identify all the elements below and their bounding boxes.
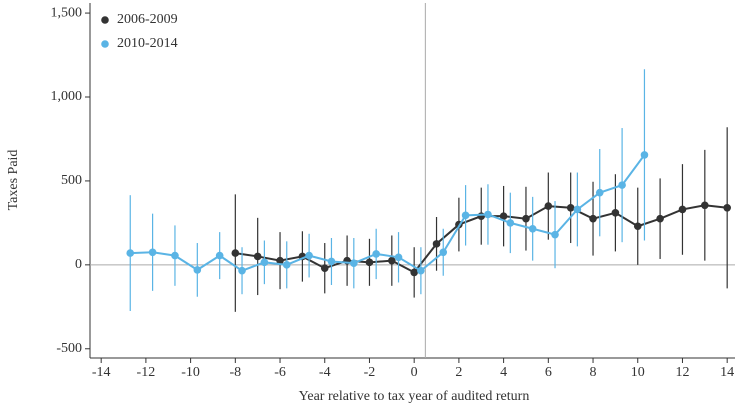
legend-marker [101, 16, 109, 24]
point [327, 257, 336, 266]
point [231, 249, 240, 257]
point [640, 151, 649, 159]
point [372, 250, 380, 258]
x-tick-label: 10 [631, 365, 645, 380]
y-tick-label: 500 [61, 173, 82, 188]
legend-label: 2010-2014 [117, 36, 178, 51]
x-tick-label: 14 [720, 365, 734, 380]
point [484, 210, 492, 219]
point [417, 266, 425, 275]
y-axis-label: Taxes Paid [6, 150, 21, 211]
point [320, 264, 329, 273]
point [723, 203, 731, 212]
point [282, 261, 291, 269]
x-tick-label: -10 [181, 365, 200, 380]
x-tick-label: -4 [319, 365, 331, 380]
point [611, 209, 620, 217]
point [522, 214, 530, 223]
point [365, 258, 374, 267]
point [678, 205, 687, 214]
point [633, 222, 642, 231]
x-tick-label: -2 [364, 365, 376, 380]
point [573, 205, 582, 214]
x-tick-label: 0 [411, 365, 418, 380]
point [477, 212, 486, 220]
legend-marker [101, 40, 109, 48]
point [461, 211, 470, 220]
point [253, 252, 262, 261]
point [618, 181, 626, 189]
point [589, 214, 597, 223]
x-tick-label: 8 [590, 365, 597, 380]
point [410, 268, 418, 277]
point [388, 256, 396, 265]
point [551, 230, 559, 239]
point [566, 203, 575, 212]
series-line [130, 154, 646, 272]
y-tick-label: 0 [75, 257, 82, 272]
x-axis-label: Year relative to tax year of audited ret… [299, 389, 530, 404]
legend-label: 2006-2009 [117, 12, 178, 27]
point [432, 240, 441, 248]
point [701, 201, 709, 210]
x-tick-label: 2 [455, 365, 462, 380]
point [499, 212, 508, 220]
y-tick-label: -500 [56, 341, 82, 356]
point [171, 251, 179, 260]
point [394, 253, 403, 262]
point [656, 214, 664, 223]
x-tick-label: -8 [229, 365, 241, 380]
point [126, 249, 135, 257]
y-tick-label: 1,500 [51, 5, 83, 20]
point [528, 224, 537, 233]
x-tick-label: -14 [92, 365, 111, 380]
point [238, 266, 246, 275]
point [193, 266, 202, 274]
x-tick-label: 4 [500, 365, 507, 380]
point [276, 256, 284, 265]
x-tick-label: -12 [137, 365, 156, 380]
point [350, 259, 358, 267]
x-tick-label: -6 [274, 365, 286, 380]
x-tick-label: 6 [545, 365, 552, 380]
y-tick-label: 1,000 [51, 89, 83, 104]
point [215, 251, 224, 260]
point [595, 188, 604, 197]
point [305, 251, 313, 260]
point [439, 248, 448, 257]
point [506, 219, 515, 227]
point [260, 258, 269, 267]
point [148, 248, 157, 257]
x-tick-label: 12 [675, 365, 689, 380]
point [544, 202, 553, 210]
